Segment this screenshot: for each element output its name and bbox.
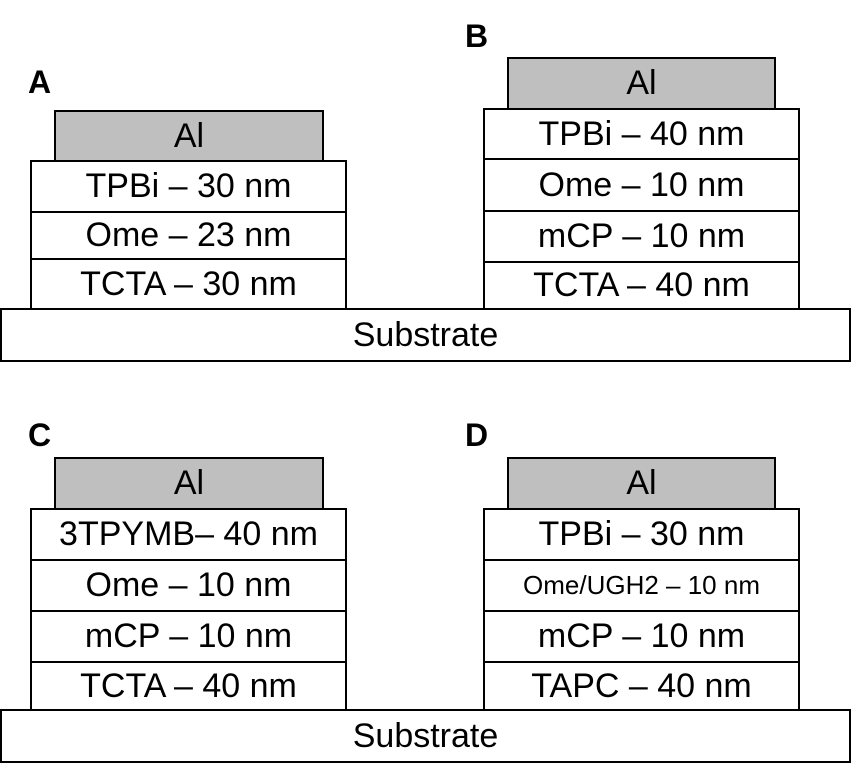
substrate-top: Substrate	[0, 308, 851, 362]
panel-a-layer-2: Ome – 23 nm	[30, 211, 347, 260]
panel-d-label: D	[465, 417, 489, 453]
panel-c-label: C	[28, 417, 52, 453]
panel-c-layer-3: mCP – 10 nm	[30, 610, 347, 663]
panel-c-al-layer: Al	[54, 457, 324, 510]
panel-d-layer-4: TAPC – 40 nm	[483, 661, 800, 711]
panel-a-layer-1: TPBi – 30 nm	[30, 160, 347, 213]
panel-c-layer-2: Ome – 10 nm	[30, 559, 347, 612]
panel-d-layer-3: mCP – 10 nm	[483, 610, 800, 663]
substrate-bottom: Substrate	[0, 709, 851, 763]
panel-d-layer-2: Ome/UGH2 – 10 nm	[483, 559, 800, 612]
panel-c-layer-1: 3TPYMB– 40 nm	[30, 508, 347, 561]
panel-a-al-layer: Al	[54, 110, 324, 162]
panel-a-layer-3: TCTA – 30 nm	[30, 258, 347, 310]
panel-b-layer-4: TCTA – 40 nm	[483, 261, 800, 310]
panel-c-layer-4: TCTA – 40 nm	[30, 661, 347, 711]
panel-b-label: B	[465, 18, 489, 54]
panel-b-layer-3: mCP – 10 nm	[483, 210, 800, 263]
panel-b-layer-1: TPBi – 40 nm	[483, 108, 800, 160]
panel-d-layer-1: TPBi – 30 nm	[483, 508, 800, 561]
panel-d-al-layer: Al	[507, 457, 776, 510]
panel-b-al-layer: Al	[507, 57, 776, 110]
panel-b-layer-2: Ome – 10 nm	[483, 158, 800, 212]
panel-a-label: A	[28, 64, 52, 100]
